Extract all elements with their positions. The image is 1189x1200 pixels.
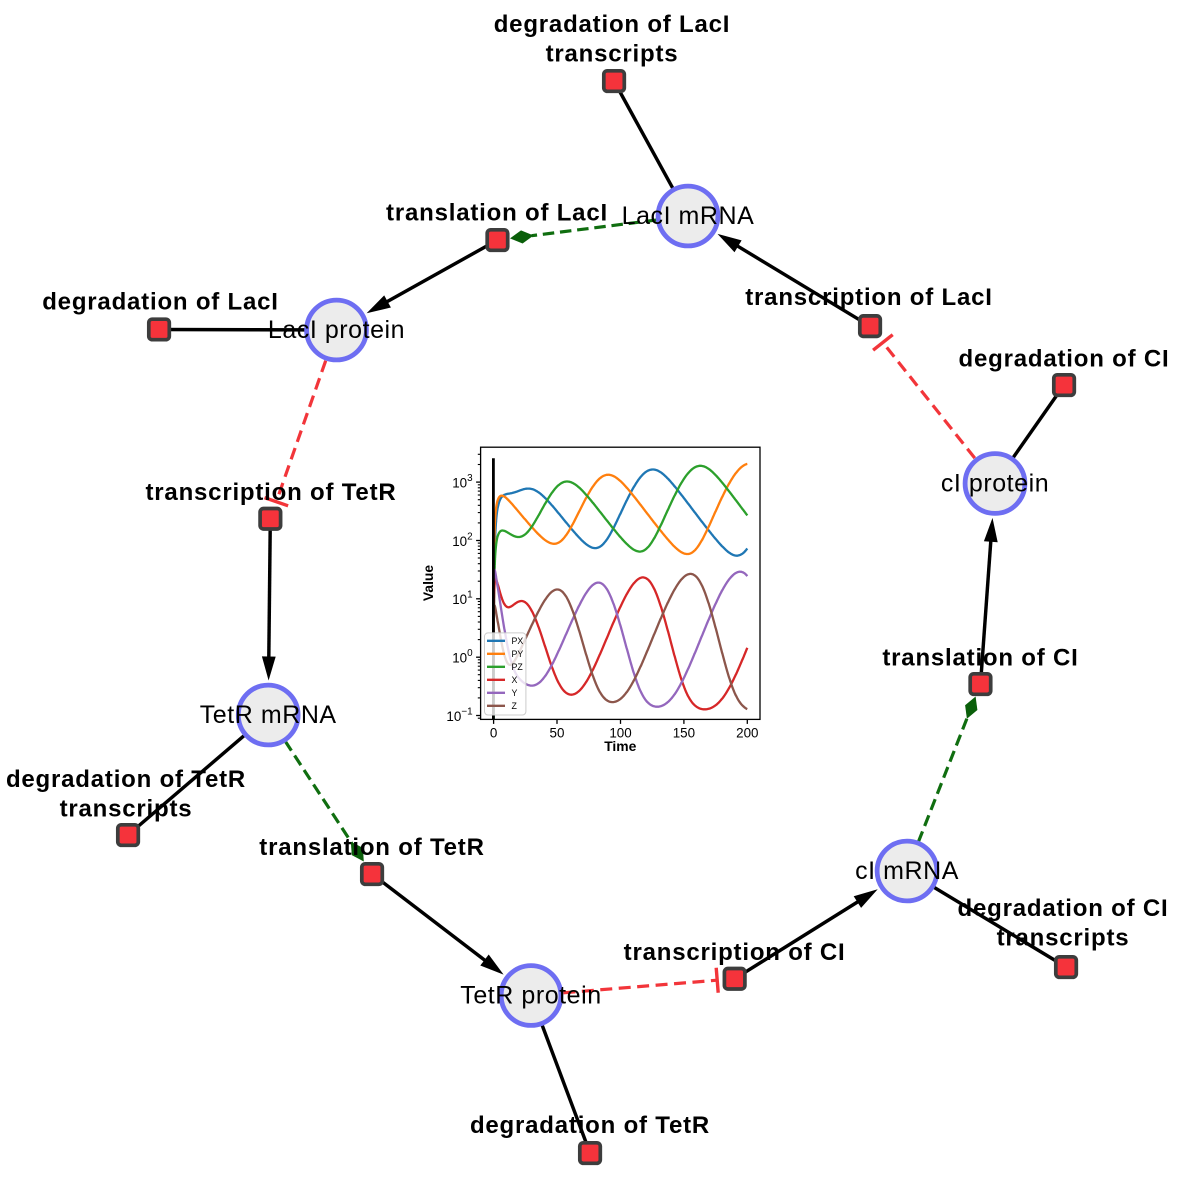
svg-text:Y: Y <box>512 688 518 698</box>
svg-text:Z: Z <box>512 701 518 711</box>
svg-text:transcripts: transcripts <box>60 796 193 823</box>
svg-text:PX: PX <box>512 636 524 646</box>
svg-text:TetR protein: TetR protein <box>460 982 601 1010</box>
svg-text:degradation of LacI: degradation of LacI <box>494 11 731 38</box>
svg-text:degradation of CI: degradation of CI <box>958 895 1169 922</box>
svg-text:100: 100 <box>609 726 631 741</box>
svg-text:TetR mRNA: TetR mRNA <box>200 701 337 729</box>
svg-text:50: 50 <box>550 726 565 741</box>
svg-text:degradation of TetR: degradation of TetR <box>6 766 246 793</box>
svg-text:cI mRNA: cI mRNA <box>855 857 959 885</box>
svg-text:transcription of TetR: transcription of TetR <box>145 479 396 506</box>
svg-text:Value: Value <box>420 565 436 602</box>
svg-text:0: 0 <box>490 726 497 741</box>
svg-text:transcripts: transcripts <box>997 925 1130 952</box>
svg-text:PY: PY <box>512 649 524 659</box>
svg-text:translation of CI: translation of CI <box>882 645 1078 672</box>
svg-text:X: X <box>512 675 518 685</box>
svg-text:cI protein: cI protein <box>941 470 1049 498</box>
svg-text:PZ: PZ <box>512 662 524 672</box>
svg-text:150: 150 <box>673 726 695 741</box>
svg-text:degradation of CI: degradation of CI <box>959 346 1170 373</box>
svg-text:LacI mRNA: LacI mRNA <box>622 202 755 230</box>
svg-text:degradation of LacI: degradation of LacI <box>42 289 279 316</box>
svg-text:200: 200 <box>736 726 758 741</box>
svg-text:transcription of LacI: transcription of LacI <box>745 284 993 311</box>
svg-text:Time: Time <box>604 738 636 754</box>
svg-text:LacI protein: LacI protein <box>268 316 405 344</box>
svg-text:translation of TetR: translation of TetR <box>259 834 484 861</box>
svg-text:translation of LacI: translation of LacI <box>386 200 608 227</box>
svg-text:degradation of TetR: degradation of TetR <box>470 1112 710 1139</box>
svg-text:transcripts: transcripts <box>546 41 679 68</box>
svg-text:transcription of CI: transcription of CI <box>624 939 846 966</box>
